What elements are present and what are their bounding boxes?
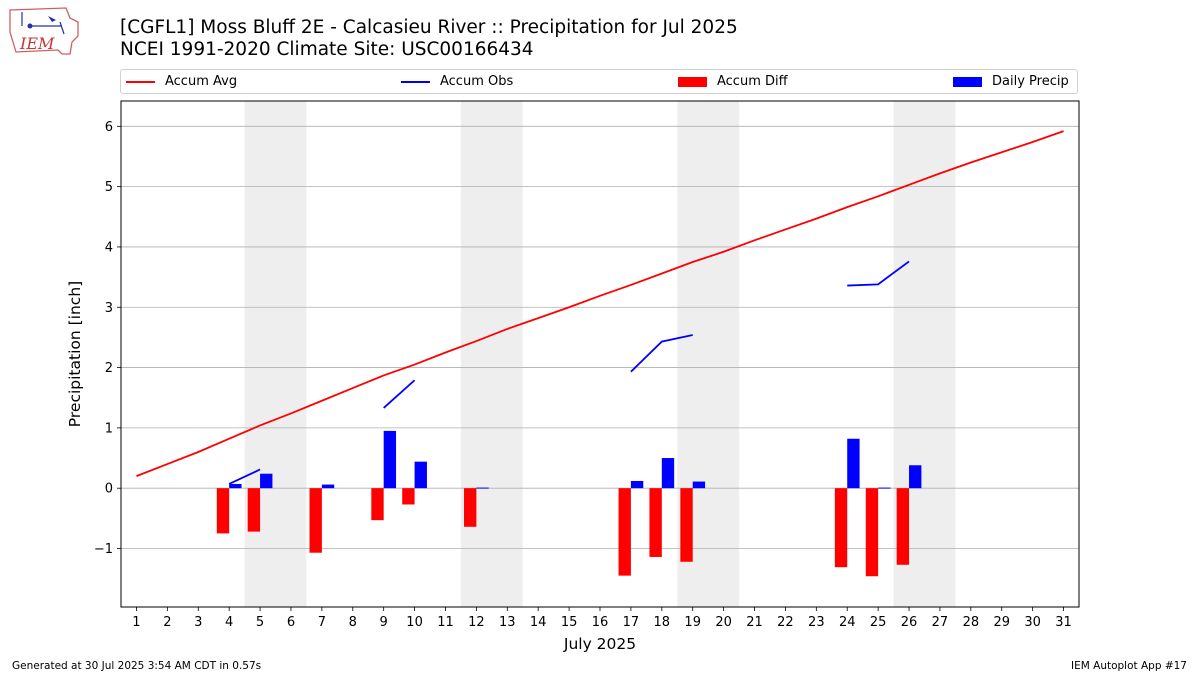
accum-diff-bar [464, 488, 477, 527]
x-tick-label: 7 [318, 615, 326, 630]
x-tick-label: 1 [132, 615, 140, 630]
accum-diff-bar [896, 488, 910, 565]
y-tick-label: 3 [105, 301, 113, 316]
x-tick-label: 21 [746, 615, 763, 630]
accum-avg-line [136, 130, 1064, 477]
x-tick-label: 5 [256, 615, 264, 630]
legend-label-accum-obs: Accum Obs [440, 74, 514, 89]
y-tick-label: 2 [105, 361, 113, 376]
x-tick-label: 14 [530, 615, 547, 630]
x-tick-label: 18 [654, 615, 671, 630]
daily-precip-bar [630, 480, 644, 489]
x-tick-label: 22 [777, 615, 794, 630]
y-axis-label: Precipitation [inch] [66, 281, 84, 427]
legend-label-accum-avg: Accum Avg [165, 74, 238, 89]
daily-precip-bar [321, 484, 335, 489]
chart-legend: Accum Avg Accum Obs Accum Diff Daily Pre… [120, 69, 1078, 94]
accum-diff-bar [247, 488, 261, 532]
legend-item-accum-diff: Accum Diff [678, 70, 788, 93]
daily-precip-bar [878, 487, 891, 489]
accum-obs-line [630, 334, 693, 373]
x-tick-label: 27 [932, 615, 949, 630]
x-tick-label: 9 [380, 615, 388, 630]
daily-precip-bar [414, 461, 427, 489]
legend-item-daily-precip: Daily Precip [953, 70, 1069, 93]
chart-title: [CGFL1] Moss Bluff 2E - Calcasieu River … [120, 17, 738, 61]
x-tick-label: 31 [1055, 615, 1072, 630]
y-tick-label: 4 [105, 240, 113, 255]
x-tick-label: 12 [468, 615, 485, 630]
legend-swatch-accum-obs [401, 80, 430, 83]
daily-precip-bar [383, 430, 397, 489]
daily-precip-bar [229, 483, 242, 489]
legend-swatch-daily-precip [953, 76, 982, 87]
accum-diff-bar [371, 488, 384, 521]
x-tick-label: 6 [287, 615, 295, 630]
accum-diff-bar [680, 488, 693, 562]
iem-logo[interactable]: IEM [8, 6, 80, 58]
daily-precip-bar [476, 487, 489, 489]
title-line-1: [CGFL1] Moss Bluff 2E - Calcasieu River … [120, 17, 738, 38]
x-tick-label: 19 [684, 615, 701, 630]
x-tick-label: 10 [406, 615, 423, 630]
accum-obs-line [847, 260, 910, 287]
plot-frame [120, 100, 1080, 608]
x-tick-label: 8 [349, 615, 357, 630]
legend-swatch-accum-avg [126, 80, 155, 83]
weekend-band [460, 101, 523, 607]
accum-diff-bar [649, 488, 662, 557]
iowa-map-icon: IEM [9, 7, 79, 55]
x-tick-label: 26 [901, 615, 918, 630]
legend-label-daily-precip: Daily Precip [992, 74, 1069, 89]
x-tick-label: 2 [163, 615, 171, 630]
x-tick-label: 3 [194, 615, 202, 630]
accum-diff-bar [834, 488, 848, 568]
y-tick-label: −1 [94, 542, 113, 557]
legend-item-accum-avg: Accum Avg [126, 70, 237, 93]
daily-precip-bar [909, 465, 922, 489]
accum-diff-bar [216, 488, 230, 534]
logo-text: IEM [19, 34, 55, 53]
legend-label-accum-diff: Accum Diff [717, 74, 788, 89]
generated-note: Generated at 30 Jul 2025 3:54 AM CDT in … [12, 660, 262, 672]
accum-diff-bar [402, 488, 415, 505]
y-tick-label: 6 [105, 120, 113, 135]
x-tick-label: 20 [715, 615, 732, 630]
accum-diff-bar [309, 488, 322, 553]
accum-diff-bar [865, 488, 879, 577]
title-line-2: NCEI 1991-2020 Climate Site: USC00166434 [120, 39, 534, 60]
y-tick-label: 0 [105, 482, 113, 497]
x-axis-label: July 2025 [563, 635, 636, 653]
daily-precip-bar [260, 473, 273, 489]
x-tick-label: 29 [993, 615, 1010, 630]
x-tick-label: 17 [623, 615, 640, 630]
daily-precip-bar [661, 458, 675, 489]
y-tick-label: 1 [105, 421, 113, 436]
x-tick-label: 30 [1024, 615, 1041, 630]
daily-precip-bar [847, 438, 860, 489]
accum-diff-bar [618, 488, 631, 576]
x-tick-label: 28 [963, 615, 980, 630]
legend-item-accum-obs: Accum Obs [401, 70, 513, 93]
accum-obs-line [228, 468, 261, 485]
x-tick-label: 25 [870, 615, 887, 630]
x-tick-label: 4 [225, 615, 233, 630]
daily-precip-bar [692, 481, 706, 489]
x-tick-label: 23 [808, 615, 825, 630]
x-tick-label: 13 [499, 615, 516, 630]
y-tick-label: 5 [105, 180, 113, 195]
app-note: IEM Autoplot App #17 [1071, 660, 1187, 672]
x-tick-label: 24 [839, 615, 856, 630]
x-tick-label: 15 [561, 615, 578, 630]
accum-obs-line [383, 379, 416, 409]
legend-swatch-accum-diff [678, 76, 707, 87]
x-tick-label: 11 [437, 615, 454, 630]
x-tick-label: 16 [592, 615, 609, 630]
